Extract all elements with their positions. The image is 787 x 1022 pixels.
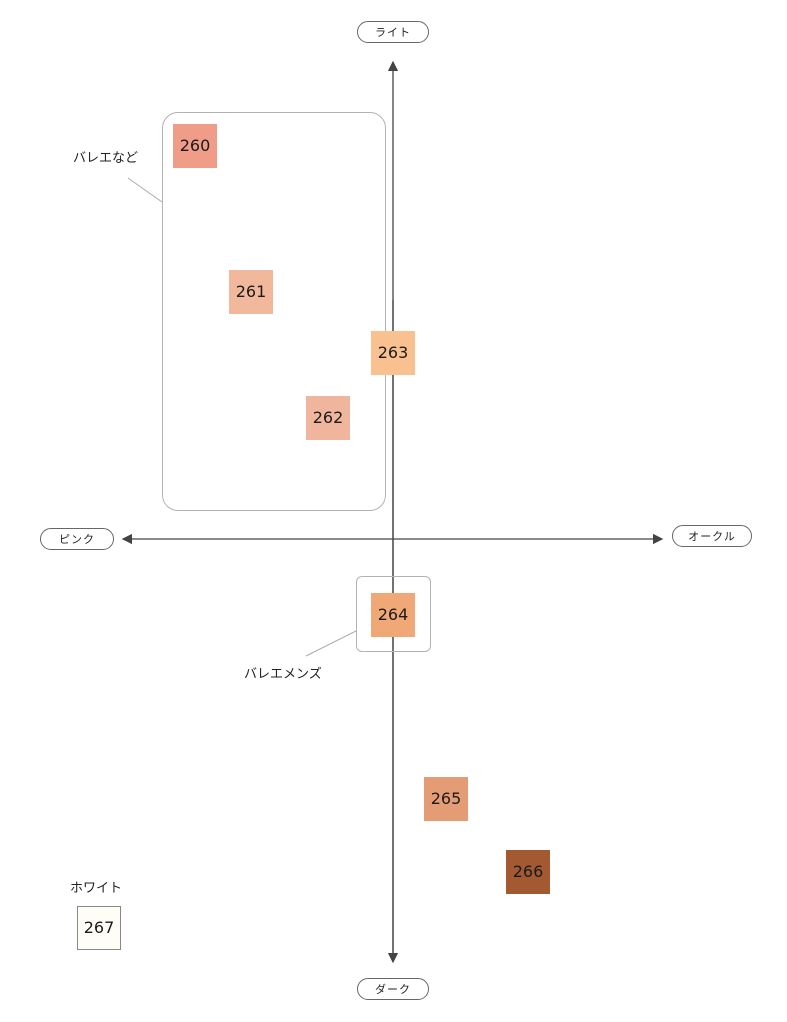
ballet-mens-group-label: バレエメンズ: [244, 667, 322, 682]
ballet-group-label: バレエなど: [73, 151, 139, 166]
swatch-260: 260: [173, 124, 217, 168]
swatch-266: 266: [506, 850, 550, 894]
swatch-261: 261: [229, 270, 273, 314]
ballet-mens-leader-line: [305, 630, 357, 657]
ballet-group-box: [162, 112, 386, 511]
ballet-mens-group-box: [356, 576, 431, 652]
axis-label-pink: ピンク: [40, 528, 114, 550]
axis-label-dark: ダーク: [357, 978, 429, 1000]
swatch-263: 263: [371, 331, 415, 375]
swatch-262: 262: [306, 396, 350, 440]
ballet-leader-line: [127, 177, 163, 203]
swatch-265: 265: [424, 777, 468, 821]
swatch-267: 267: [77, 906, 121, 950]
axis-label-ochre: オークル: [672, 525, 752, 547]
white-group-label: ホワイト: [70, 881, 123, 896]
axis-label-light: ライト: [357, 21, 429, 43]
swatch-264: 264: [371, 593, 415, 637]
